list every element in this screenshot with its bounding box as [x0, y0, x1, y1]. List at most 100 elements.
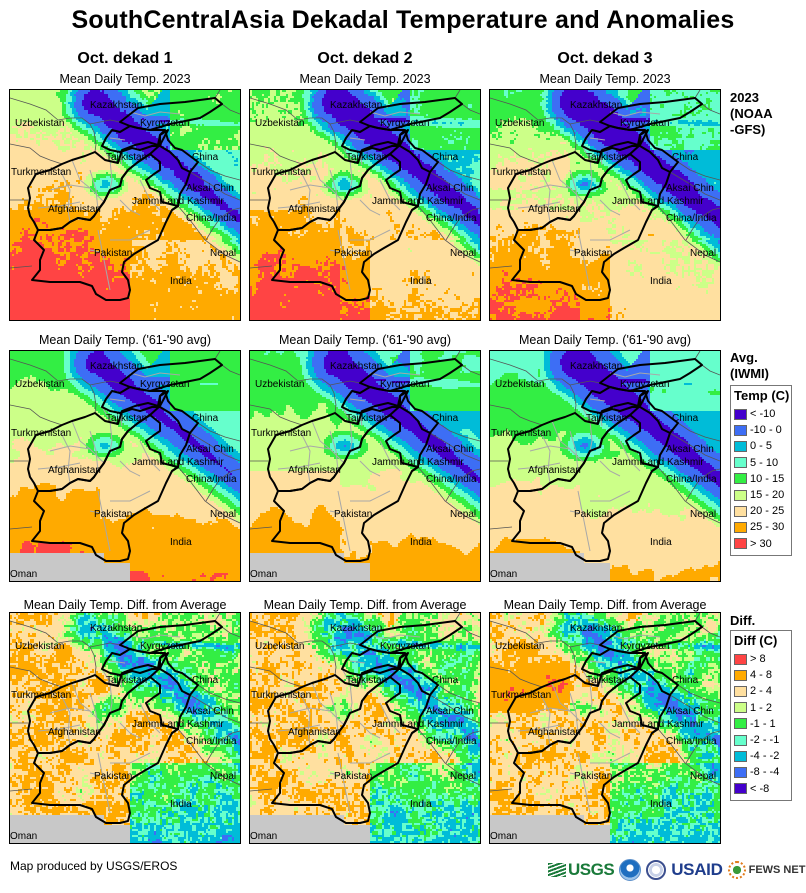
- temp-legend-item: > 30: [734, 536, 791, 552]
- map-label-kyrgyzstan: Kyrgyzstan: [620, 379, 669, 390]
- map-label-tajikistan: Tajikistan: [106, 675, 147, 686]
- focus-country-border: [404, 652, 439, 696]
- temp-legend-item: 0 - 5: [734, 438, 791, 454]
- map-label-aksai-chin: Aksai Chin: [666, 183, 714, 194]
- panel-title-current-2: Mean Daily Temp. 2023: [299, 72, 431, 86]
- map-label-turkmenistan: Turkmenistan: [11, 428, 71, 439]
- country-border: [197, 684, 240, 704]
- panel-title-average-3: Mean Daily Temp. ('61-'90 avg): [519, 333, 691, 347]
- focus-country-border: [101, 386, 166, 414]
- province-border: [551, 420, 571, 450]
- map-label-china-india: China/India: [186, 736, 237, 747]
- map-label-china: China: [432, 675, 459, 686]
- country-border: [189, 432, 240, 462]
- map-label-uzbekistan: Uzbekistan: [495, 379, 544, 390]
- map-label-tajikistan: Tajikistan: [346, 152, 387, 163]
- province-border: [101, 406, 119, 425]
- map-label-kazakhstan: Kazakhstan: [90, 623, 142, 634]
- country-border: [490, 620, 575, 656]
- panel-title-current-1: Mean Daily Temp. 2023: [59, 72, 191, 86]
- borders-overlay: Kazakhstan Uzbekistan Kyrgyzstan Tajikistan…: [10, 351, 240, 580]
- country-border: [10, 666, 63, 688]
- country-border: [197, 422, 240, 442]
- diff-legend-swatch: [734, 669, 747, 681]
- country-border: [10, 358, 95, 394]
- map-panel-difference-dekad-3: Kazakhstan Uzbekistan Kyrgyzstan Tajikistan…: [489, 612, 721, 844]
- country-border: [93, 131, 97, 153]
- map-label-jammu-kashmir: Jammu and Kashmir: [132, 457, 224, 468]
- country-border: [10, 526, 33, 530]
- country-border: [93, 392, 97, 414]
- map-label-afghanistan: Afghanistan: [48, 204, 101, 215]
- country-border: [221, 103, 240, 115]
- province-border: [379, 440, 401, 472]
- map-label-china: China: [192, 675, 219, 686]
- map-label-tajikistan: Tajikistan: [346, 413, 387, 424]
- temp-legend-label: > 30: [750, 537, 772, 550]
- usgs-logo: USGS: [548, 860, 615, 880]
- map-label-uzbekistan: Uzbekistan: [15, 118, 64, 129]
- province-border: [581, 145, 599, 164]
- map-label-china-india: China/India: [426, 736, 477, 747]
- province-border: [581, 668, 599, 687]
- fews-logo-text: FEWS NET: [748, 864, 806, 876]
- province-border: [599, 722, 621, 739]
- map-label-china-india: China/India: [666, 736, 717, 747]
- country-border: [429, 694, 480, 724]
- province-border: [590, 229, 631, 241]
- province-border: [299, 169, 311, 223]
- map-label-china: China: [192, 413, 219, 424]
- province-border: [89, 430, 99, 472]
- row-label-current-line: -GFS): [730, 122, 766, 137]
- province-border: [359, 199, 381, 216]
- map-label-oman: Oman: [490, 831, 517, 842]
- map-label-kyrgyzstan: Kyrgyzstan: [620, 641, 669, 652]
- usaid-logo: USAID: [671, 860, 723, 880]
- map-label-kyrgyzstan: Kyrgyzstan: [140, 118, 189, 129]
- province-border: [569, 510, 581, 514]
- country-border: [677, 161, 720, 181]
- map-label-jammu-kashmir: Jammu and Kashmir: [372, 719, 464, 730]
- country-border: [677, 422, 720, 442]
- diff-legend-swatch: [734, 718, 747, 730]
- row-label-current-line: (NOAA: [730, 106, 773, 121]
- focus-country-border: [341, 125, 406, 153]
- country-border: [417, 728, 480, 786]
- country-border: [490, 265, 513, 269]
- province-border: [329, 692, 339, 734]
- country-border: [250, 358, 335, 394]
- province-border: [349, 660, 366, 664]
- country-border: [221, 364, 240, 376]
- country-border: [10, 788, 33, 792]
- focus-country-border: [164, 652, 199, 696]
- province-border: [37, 724, 81, 732]
- diff-legend-item: < -8: [734, 781, 791, 797]
- country-border: [329, 380, 361, 386]
- borders-overlay: Kazakhstan Uzbekistan Kyrgyzstan Tajikistan…: [10, 90, 240, 301]
- country-border: [490, 143, 543, 165]
- diff-legend-label: < -8: [750, 782, 770, 795]
- province-border: [609, 111, 661, 117]
- map-label-afghanistan: Afghanistan: [48, 465, 101, 476]
- map-label-uzbekistan: Uzbekistan: [255, 641, 304, 652]
- country-border: [250, 666, 303, 688]
- fews-net-logo: FEWS NET: [727, 861, 806, 879]
- country-border: [461, 626, 480, 638]
- province-border: [349, 137, 366, 141]
- province-border: [337, 752, 351, 814]
- country-border: [10, 265, 33, 269]
- province-border: [299, 430, 311, 484]
- map-label-oman: Oman: [250, 569, 277, 580]
- country-border: [701, 626, 720, 638]
- province-border: [341, 668, 359, 687]
- map-panel-average-dekad-1: Kazakhstan Uzbekistan Kyrgyzstan Tajikistan…: [9, 350, 241, 582]
- focus-country-border: [644, 390, 679, 434]
- province-border: [129, 634, 181, 640]
- borders-overlay: Kazakhstan Uzbekistan Kyrgyzstan Tajikistan…: [490, 613, 720, 842]
- map-panel-current-dekad-1: Kazakhstan Uzbekistan Kyrgyzstan Tajikistan…: [9, 89, 241, 321]
- map-label-kyrgyzstan: Kyrgyzstan: [620, 118, 669, 129]
- province-border: [379, 179, 401, 211]
- province-border: [110, 490, 151, 502]
- province-border: [119, 722, 141, 739]
- province-border: [109, 682, 113, 714]
